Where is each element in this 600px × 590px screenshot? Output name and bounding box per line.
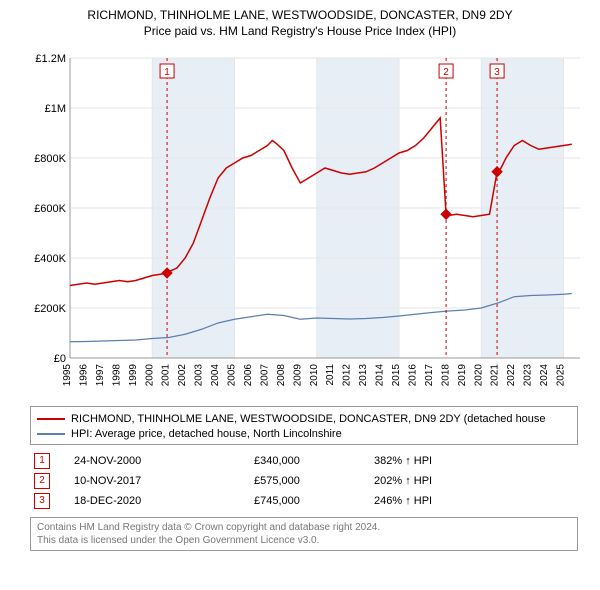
- attribution: Contains HM Land Registry data © Crown c…: [30, 517, 578, 551]
- sale-hpi-pct: 382% ↑ HPI: [374, 451, 494, 471]
- sale-price: £340,000: [254, 451, 374, 471]
- svg-text:2014: 2014: [375, 364, 386, 387]
- sale-date: 24-NOV-2000: [74, 451, 254, 471]
- svg-text:2021: 2021: [490, 364, 501, 387]
- svg-text:£1.2M: £1.2M: [35, 53, 66, 65]
- chart-svg: £0 £200K £400K £600K £800K £1M £1.2M 1995 1996 19…: [30, 48, 590, 398]
- title-line2: Price paid vs. HM Land Registry's House …: [10, 24, 590, 38]
- svg-text:2012: 2012: [342, 364, 353, 387]
- svg-text:2022: 2022: [506, 364, 517, 387]
- sale-marker-num: 1: [34, 453, 50, 469]
- svg-text:£0: £0: [54, 353, 66, 365]
- svg-text:2001: 2001: [161, 364, 172, 387]
- svg-text:2017: 2017: [424, 364, 435, 387]
- sales-table: 1 24-NOV-2000£340,000382% ↑ HPI 2 10-NOV-20…: [30, 451, 578, 511]
- legend-swatch: [37, 433, 65, 435]
- svg-text:1999: 1999: [128, 364, 139, 387]
- title-block: RICHMOND, THINHOLME LANE, WESTWOODSIDE, …: [10, 8, 590, 38]
- sale-marker-num: 2: [34, 473, 50, 489]
- sale-date: 18-DEC-2020: [74, 491, 254, 511]
- sale-row: 1 24-NOV-2000£340,000382% ↑ HPI: [30, 451, 578, 471]
- svg-text:£1M: £1M: [45, 103, 66, 115]
- sale-hpi-pct: 202% ↑ HPI: [374, 471, 494, 491]
- svg-text:2002: 2002: [177, 364, 188, 387]
- svg-text:£800K: £800K: [34, 153, 66, 165]
- legend: RICHMOND, THINHOLME LANE, WESTWOODSIDE, …: [30, 406, 578, 445]
- sale-row: 3 18-DEC-2020£745,000246% ↑ HPI: [30, 491, 578, 511]
- sale-date: 10-NOV-2017: [74, 471, 254, 491]
- chart: £0 £200K £400K £600K £800K £1M £1.2M 1995 1996 19…: [30, 48, 590, 398]
- svg-text:2: 2: [443, 67, 449, 78]
- svg-text:2000: 2000: [144, 364, 155, 387]
- attribution-line1: Contains HM Land Registry data © Crown c…: [37, 521, 571, 534]
- svg-text:1995: 1995: [62, 364, 73, 387]
- svg-text:1997: 1997: [95, 364, 106, 387]
- legend-swatch: [37, 418, 65, 420]
- svg-text:2020: 2020: [473, 364, 484, 387]
- svg-text:£200K: £200K: [34, 303, 66, 315]
- sale-row: 2 10-NOV-2017£575,000202% ↑ HPI: [30, 471, 578, 491]
- svg-text:2007: 2007: [259, 364, 270, 387]
- svg-text:3: 3: [494, 67, 500, 78]
- sale-marker-num: 3: [34, 493, 50, 509]
- svg-text:2018: 2018: [440, 364, 451, 387]
- sale-price: £575,000: [254, 471, 374, 491]
- svg-text:2004: 2004: [210, 364, 221, 387]
- sale-hpi-pct: 246% ↑ HPI: [374, 491, 494, 511]
- svg-text:2010: 2010: [309, 364, 320, 387]
- legend-item: HPI: Average price, detached house, Nort…: [37, 427, 571, 441]
- figure: { "title1":"RICHMOND, THINHOLME LANE, WE…: [0, 0, 600, 590]
- svg-text:2003: 2003: [194, 364, 205, 387]
- svg-text:2008: 2008: [276, 364, 287, 387]
- legend-item: RICHMOND, THINHOLME LANE, WESTWOODSIDE, …: [37, 412, 571, 426]
- svg-text:1998: 1998: [111, 364, 122, 387]
- svg-text:2006: 2006: [243, 364, 254, 387]
- attribution-line2: This data is licensed under the Open Gov…: [37, 534, 571, 547]
- title-line1: RICHMOND, THINHOLME LANE, WESTWOODSIDE, …: [10, 8, 590, 22]
- svg-text:2025: 2025: [556, 364, 567, 387]
- svg-text:2023: 2023: [523, 364, 534, 387]
- svg-text:2016: 2016: [407, 364, 418, 387]
- legend-label: RICHMOND, THINHOLME LANE, WESTWOODSIDE, …: [71, 412, 546, 426]
- svg-text:2011: 2011: [325, 364, 336, 386]
- svg-text:2024: 2024: [539, 364, 550, 387]
- svg-text:2013: 2013: [358, 364, 369, 387]
- svg-text:£400K: £400K: [34, 253, 66, 265]
- svg-text:1996: 1996: [78, 364, 89, 387]
- svg-text:2019: 2019: [457, 364, 468, 387]
- legend-label: HPI: Average price, detached house, Nort…: [71, 427, 342, 441]
- svg-text:2005: 2005: [227, 364, 238, 387]
- svg-text:£600K: £600K: [34, 203, 66, 215]
- sale-price: £745,000: [254, 491, 374, 511]
- svg-text:2015: 2015: [391, 364, 402, 387]
- svg-text:1: 1: [164, 67, 170, 78]
- svg-text:2009: 2009: [292, 364, 303, 387]
